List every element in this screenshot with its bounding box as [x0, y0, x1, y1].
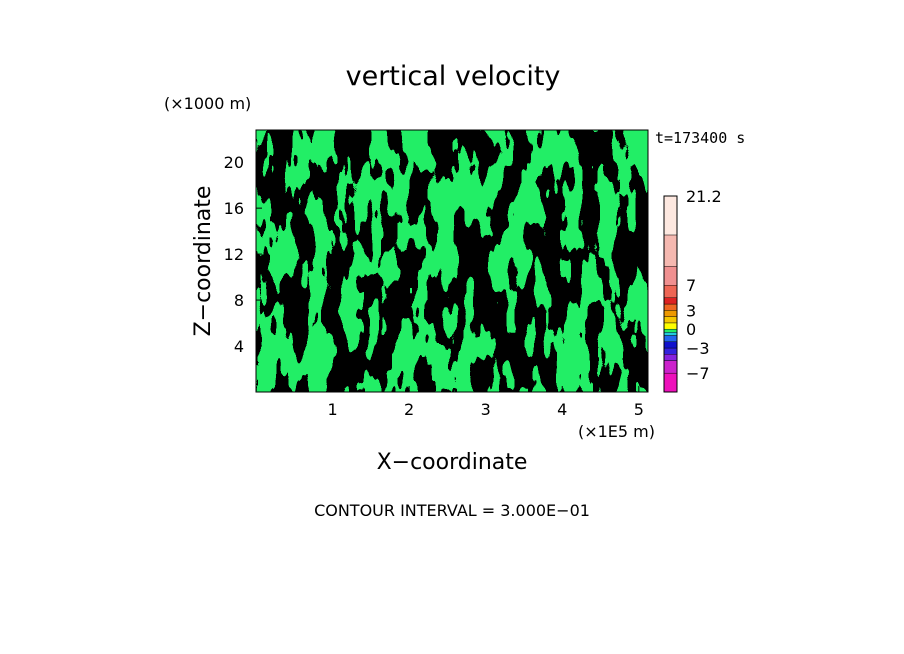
x-tick-label: 4	[557, 400, 567, 419]
colorbar-band	[663, 360, 678, 374]
x-unit-label: (×1E5 m)	[578, 422, 655, 441]
colorbar-band	[663, 316, 678, 324]
y-tick-label: 16	[224, 199, 244, 218]
y-axis: 4 8 12 16 20	[224, 153, 262, 356]
y-unit-label: (×1000 m)	[164, 94, 251, 113]
colorbar-band	[663, 332, 678, 336]
colorbar-label: 3	[686, 301, 696, 320]
colorbar-band	[663, 322, 678, 330]
x-axis: 1 2 3 4 5	[327, 386, 644, 419]
plot-area	[256, 130, 648, 392]
colorbar-label: 0	[686, 320, 696, 339]
colorbar-band	[663, 297, 678, 305]
colorbar-band	[663, 341, 678, 349]
y-tick-label: 8	[234, 291, 244, 310]
x-axis-label: X−coordinate	[377, 450, 528, 475]
y-tick-label: 12	[224, 245, 244, 264]
y-axis-label: Z−coordinate	[191, 186, 216, 337]
colorbar-label: −7	[686, 364, 710, 383]
colorbar-band	[663, 347, 678, 355]
colorbar-band	[663, 195, 678, 236]
colorbar-label: 21.2	[686, 187, 722, 206]
time-label: t=173400 s	[655, 129, 745, 147]
colorbar-band	[663, 328, 678, 333]
y-tick-label: 20	[224, 153, 244, 172]
x-tick-label: 1	[327, 400, 337, 419]
colorbar-band	[663, 234, 678, 267]
colorbar-band	[663, 303, 678, 311]
x-tick-label: 5	[634, 400, 644, 419]
colorbar-band	[663, 266, 678, 286]
y-tick-label: 4	[234, 337, 244, 356]
colorbar-band	[663, 354, 678, 361]
colorbar-band	[663, 310, 678, 317]
colorbar: 21.2 7 30−3 −7	[663, 187, 722, 393]
colorbar-band	[663, 335, 678, 342]
colorbar-band	[663, 285, 678, 298]
contour-interval-label: CONTOUR INTERVAL = 3.000E−01	[314, 501, 590, 520]
x-tick-label: 2	[404, 400, 414, 419]
x-tick-label: 3	[481, 400, 491, 419]
plot-frame	[255, 129, 649, 393]
colorbar-label: −3	[686, 339, 710, 358]
chart-title: vertical velocity	[346, 61, 561, 92]
colorbar-band	[663, 372, 678, 393]
colorbar-label: 7	[686, 276, 696, 295]
colorbar-frame	[663, 195, 678, 393]
positive-velocity-field	[256, 130, 648, 392]
